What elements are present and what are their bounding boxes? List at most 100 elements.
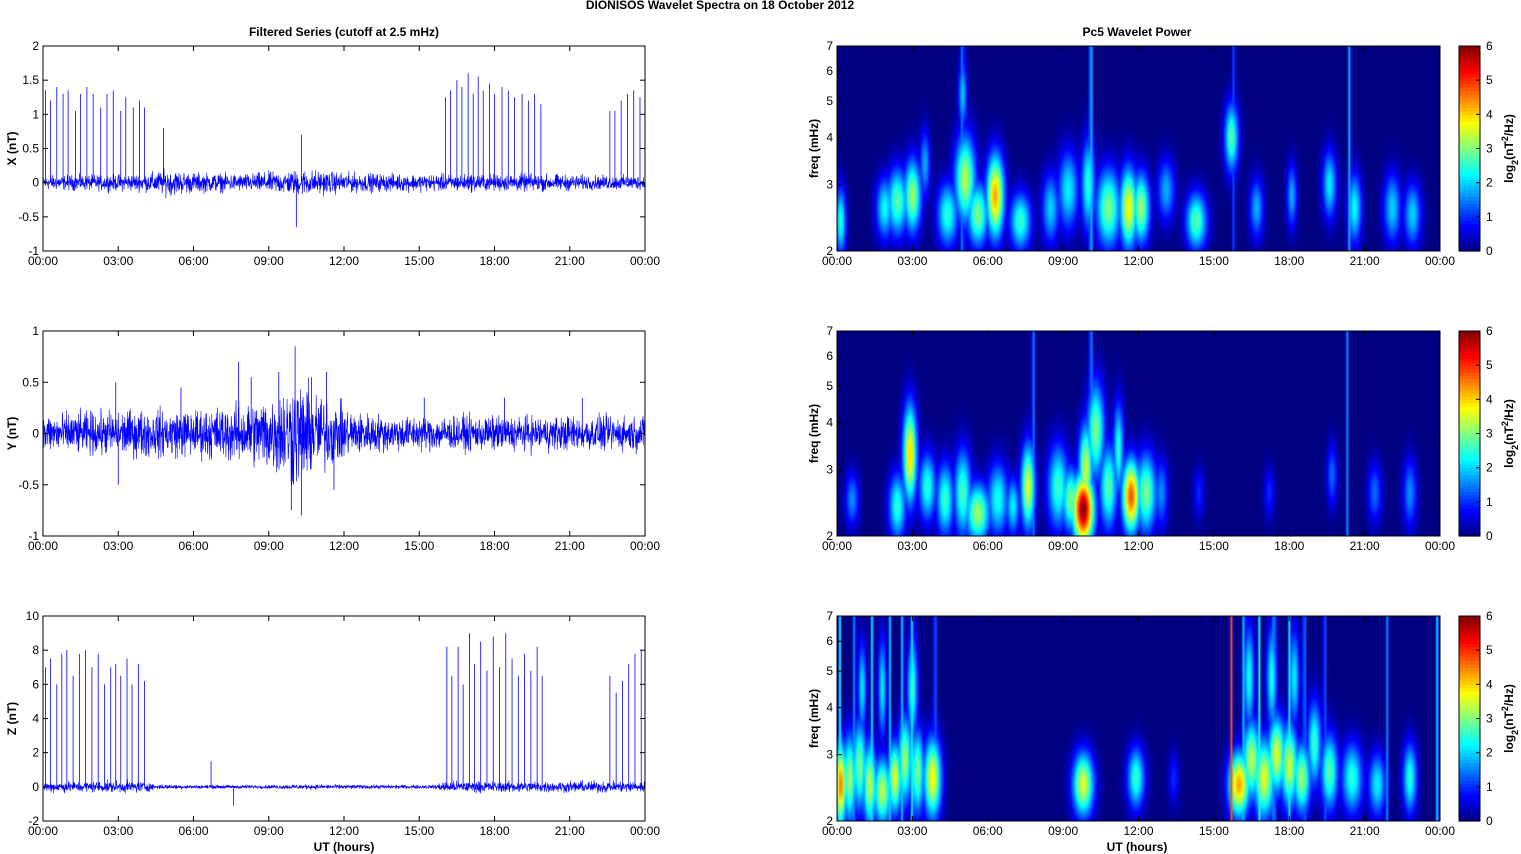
colorbar-step [1459,718,1480,723]
colorbar-tick-label: 0 [1486,814,1493,828]
x-tick-label: 00:00 [630,539,660,553]
colorbar-step [1459,90,1480,95]
colorbar-step [1459,351,1480,356]
colorbar-step [1459,402,1480,407]
colorbar-tick-label: 4 [1486,392,1493,406]
x-tick-label: 21:00 [1350,824,1380,838]
x-tick-label: 21:00 [1350,254,1380,268]
colorbar-step [1459,378,1480,383]
colorbar-step [1459,375,1480,380]
colorbar-step [1459,817,1480,822]
y-tick-label: 8 [32,643,39,657]
colorbar-step [1459,247,1480,252]
colorbar-tick-label: 1 [1486,495,1493,509]
y-tick-label: 6 [32,677,39,691]
series-line [42,377,646,485]
x-tick-label: 09:00 [1048,539,1078,553]
colorbar-tick-label: 2 [1486,461,1493,475]
colorbar-step [1459,626,1480,631]
colorbar-step [1459,515,1480,520]
y-axis-label: freq (mHz) [807,689,821,748]
colorbar-step [1459,192,1480,197]
colorbar-step [1459,687,1480,692]
colorbar-tick-label: 6 [1486,609,1493,623]
colorbar-step [1459,639,1480,644]
x-tick-label: 21:00 [555,254,585,268]
colorbar-step [1459,223,1480,228]
colorbar-tick-label: 5 [1486,73,1493,87]
colorbar-step [1459,622,1480,627]
colorbar-tick-label: 2 [1486,746,1493,760]
colorbar-step [1459,525,1480,530]
y-tick-label: -1 [28,529,39,543]
colorbar-step [1459,73,1480,78]
colorbar-step [1459,93,1480,98]
colorbar-step [1459,114,1480,119]
y-tick-label: 7 [826,324,833,338]
colorbar-step [1459,522,1480,527]
y-tick-label: 4 [826,701,833,715]
colorbar-step [1459,433,1480,438]
colorbar-step [1459,752,1480,757]
colorbar-step [1459,372,1480,377]
series-line [42,778,646,794]
y-tick-label: 2 [32,746,39,760]
y-tick-label: 5 [826,94,833,108]
x-tick-label: 18:00 [1274,539,1304,553]
x-tick-label: 21:00 [555,539,585,553]
colorbar-step [1459,474,1480,479]
colorbar-step [1459,52,1480,57]
colorbar-step [1459,389,1480,394]
colorbar-step [1459,213,1480,218]
x-tick-label: 18:00 [1274,254,1304,268]
colorbar-step [1459,413,1480,418]
x-tick-label: 15:00 [404,824,434,838]
colorbar-step [1459,175,1480,180]
x-tick-label: 18:00 [1274,824,1304,838]
wavelet-power-map [837,331,1440,536]
x-tick-label: 00:00 [28,254,58,268]
colorbar-step [1459,131,1480,136]
y-axis-label: Y (nT) [5,417,19,451]
colorbar-step [1459,107,1480,112]
colorbar-step [1459,735,1480,740]
colorbar-step [1459,501,1480,506]
colorbar-step [1459,793,1480,798]
colorbar-step [1459,121,1480,126]
x-tick-label: 00:00 [822,539,852,553]
colorbar-step [1459,337,1480,342]
colorbar-step [1459,667,1480,672]
y-tick-label: 5 [826,664,833,678]
colorbar-step [1459,749,1480,754]
y-tick-label: 4 [826,131,833,145]
x-tick-label: 06:00 [178,254,208,268]
y-tick-label: 3 [826,178,833,192]
colorbar-step [1459,454,1480,459]
colorbar-step [1459,63,1480,68]
series-line [42,168,646,199]
colorbar-step [1459,460,1480,465]
colorbar-step [1459,392,1480,397]
colorbar-step [1459,780,1480,785]
colorbar-tick-label: 0 [1486,244,1493,258]
colorbar-step [1459,629,1480,634]
x-tick-label: 00:00 [28,539,58,553]
colorbar-step [1459,810,1480,815]
colorbar-step [1459,69,1480,74]
colorbar-step [1459,354,1480,359]
colorbar-step [1459,715,1480,720]
colorbar-step [1459,110,1480,115]
colorbar-step [1459,807,1480,812]
colorbar-step [1459,481,1480,486]
colorbar-step [1459,138,1480,143]
colorbar-step [1459,83,1480,88]
colorbar-step [1459,484,1480,489]
y-tick-label: 7 [826,609,833,623]
colorbar-step [1459,409,1480,414]
x-tick-label: 12:00 [329,254,359,268]
colorbar-step [1459,430,1480,435]
colorbar-step [1459,797,1480,802]
colorbar-step [1459,399,1480,404]
x-tick-label: 00:00 [1425,254,1455,268]
colorbar-step [1459,331,1480,336]
